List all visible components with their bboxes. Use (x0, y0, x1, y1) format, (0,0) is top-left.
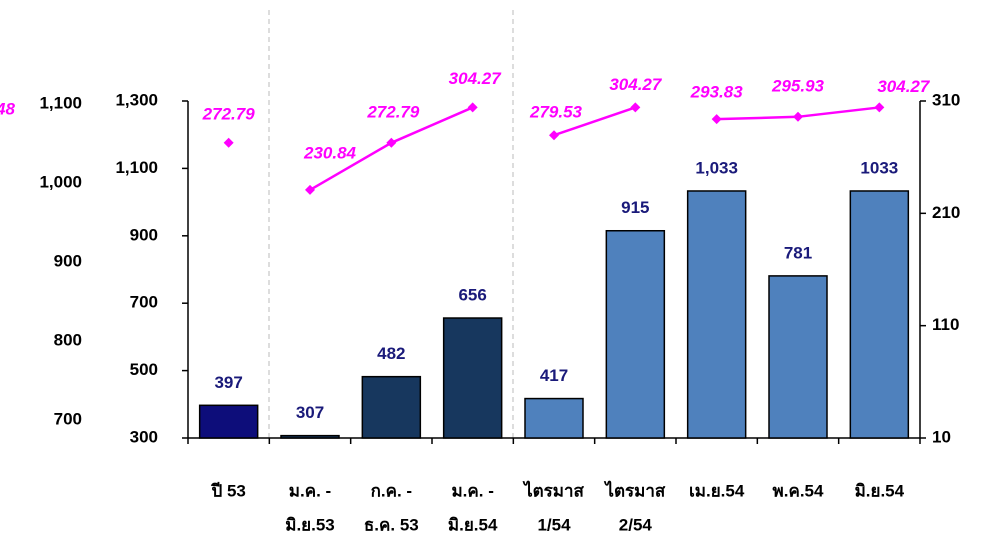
y3-tick-label: 800 (54, 330, 82, 349)
data-label: 417 (540, 366, 568, 385)
data-label: 307 (296, 403, 324, 422)
y2-tick-label: 310 (932, 90, 960, 109)
bar (280, 434, 340, 439)
y-tick-label: 900 (130, 225, 158, 244)
y-tick-label: 500 (130, 360, 158, 379)
x-tick-label: มิ.ย.53 (285, 515, 335, 534)
x-tick-label: เม.ย.54 (689, 481, 745, 500)
x-tick-label: ม.ค. - (451, 481, 493, 500)
data-label: 915 (621, 198, 649, 217)
line-marker (549, 130, 559, 141)
x-tick-label: มิ.ย.54 (448, 515, 498, 534)
y2-tick-label: 210 (932, 203, 960, 222)
x-tick-label: 1/54 (537, 515, 571, 534)
y3-tick-label: 700 (54, 409, 82, 428)
data-label: 1,033 (695, 158, 738, 177)
y2-tick-label: 110 (932, 315, 959, 334)
bar (768, 275, 828, 439)
line-marker (305, 184, 315, 195)
line (553, 106, 636, 137)
bar (442, 317, 503, 439)
line-marker (630, 102, 641, 113)
bar (361, 375, 422, 439)
x-tick-label: ไตรมาส (603, 480, 665, 500)
y-tick-label: 700 (130, 293, 158, 312)
bar (686, 190, 747, 439)
line-label: 304.27 (877, 77, 931, 96)
line-label: 272.79 (366, 102, 420, 121)
line-marker (874, 102, 885, 113)
bar (849, 190, 910, 439)
y3-tick-label: 1,000 (39, 173, 82, 192)
data-label: 656 (458, 286, 486, 305)
line-label: 295.93 (771, 76, 825, 95)
y3-tick-label: 900 (54, 251, 82, 270)
line-marker (711, 114, 722, 125)
data-label: 397 (214, 373, 242, 392)
line-marker (223, 137, 234, 148)
line-marker (467, 102, 478, 113)
x-tick-label: ไตรมาส (522, 480, 584, 500)
y-tick-label: 1,300 (115, 90, 158, 109)
bar (524, 397, 584, 439)
annotation: 48 (0, 99, 15, 118)
line-label: 293.83 (690, 83, 744, 102)
line-label: 279.53 (529, 103, 583, 122)
line-label: 304.27 (449, 69, 503, 88)
line-label: 272.79 (202, 104, 256, 123)
data-label: 781 (784, 243, 812, 262)
line-label: 230.84 (303, 143, 357, 162)
y2-tick-label: 10 (932, 427, 951, 446)
x-tick-label: ม.ค. - (289, 481, 331, 500)
bar (605, 229, 666, 439)
x-tick-label: ธ.ค. 53 (364, 515, 419, 534)
x-tick-label: มิ.ย.54 (855, 481, 905, 500)
line-marker (793, 111, 803, 122)
line-marker (386, 137, 397, 148)
data-label: 1033 (860, 158, 898, 177)
x-tick-label: ก.ค. - (371, 481, 413, 500)
x-tick-label: 2/54 (619, 515, 653, 534)
y-tick-label: 1,100 (115, 158, 158, 177)
x-tick-label: ปี 53 (211, 480, 246, 500)
bar (198, 404, 259, 439)
y3-tick-label: 1,100 (39, 94, 82, 113)
x-tick-label: พ.ค.54 (773, 481, 824, 500)
line-label: 304.27 (609, 75, 663, 94)
y-tick-label: 300 (130, 427, 158, 446)
data-label: 482 (377, 344, 405, 363)
